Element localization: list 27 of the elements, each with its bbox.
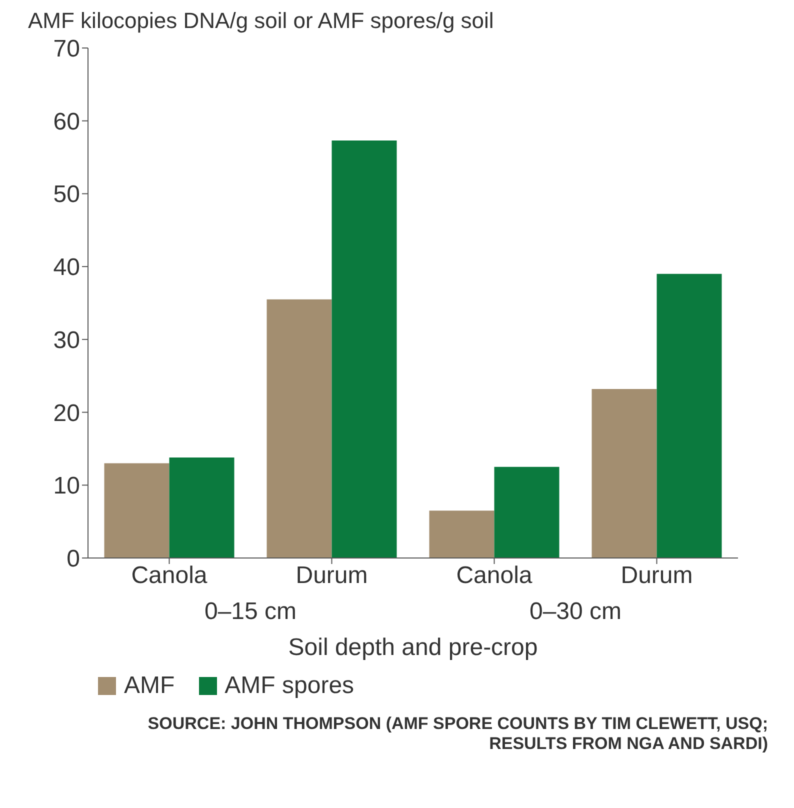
text: 0–30 cm	[529, 598, 622, 626]
y-tick-label: 20	[53, 400, 80, 427]
x-tick-label: Canola	[456, 562, 533, 590]
x-tick-label: Canola	[131, 562, 208, 590]
y-tick-label: 40	[53, 254, 80, 282]
legend-label: AMF	[123, 672, 175, 700]
y-tick-label: 50	[53, 181, 80, 208]
legend-label: AMF spores	[224, 672, 354, 700]
bar	[656, 274, 722, 558]
y-axis-title: AMF kilocopies DNA/g soil or AMF spores/g soil	[27, 8, 495, 34]
source-note: SOURCE: JOHN THOMPSON (AMF SPORE COUNTS BY TIM CLEWETT, USQ; RESULTS FROM NGA AND SARDI)	[146, 714, 768, 754]
bar	[429, 510, 494, 558]
bar	[592, 388, 657, 558]
text: 0–15 cm	[204, 598, 297, 626]
y-tick-label: 10	[53, 472, 80, 500]
y-tick-label: 70	[53, 36, 80, 63]
bar	[266, 299, 332, 558]
x-axis-title: Soil depth and pre-crop	[287, 634, 539, 662]
y-tick-label: 60	[53, 108, 80, 136]
y-tick-label: 30	[53, 326, 80, 354]
x-tick-label: Durum	[296, 562, 368, 590]
y-tick-label: 0	[66, 546, 80, 573]
bar	[494, 466, 560, 558]
bar	[332, 140, 397, 558]
bar	[104, 463, 170, 558]
x-tick-label: Durum	[620, 562, 693, 590]
bar	[169, 457, 234, 558]
